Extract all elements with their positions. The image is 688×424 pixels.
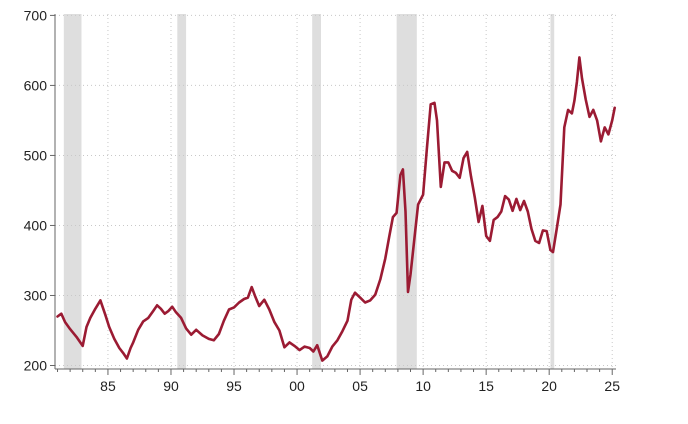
y-tick-label: 700 [24,7,48,23]
y-tick-label: 300 [24,287,48,303]
recession-shading [63,14,555,369]
y-tick-label: 200 [24,357,48,373]
x-tick-label: 25 [604,378,620,394]
grid [55,14,616,369]
x-tick-label: 15 [478,378,494,394]
shaded-period [63,14,82,369]
shaded-period [312,14,322,369]
shaded-period [396,14,417,369]
y-tick-label: 400 [24,217,48,233]
x-tick-label: 10 [415,378,431,394]
x-tick-label: 85 [100,378,116,394]
y-tick-label: 500 [24,147,48,163]
shaded-period [177,14,187,369]
tick-labels: 200 300 400 500 600 700 85 90 95 00 05 10 15 20 25 [24,7,621,394]
x-tick-label: 90 [163,378,179,394]
x-tick-label: 95 [226,378,242,394]
series-line [56,56,616,362]
x-tick-label: 00 [289,378,305,394]
axes [50,14,616,375]
series-layer [56,56,616,362]
y-tick-label: 600 [24,77,48,93]
shaded-period [550,14,555,369]
x-tick-label: 05 [352,378,368,394]
x-tick-label: 20 [541,378,557,394]
